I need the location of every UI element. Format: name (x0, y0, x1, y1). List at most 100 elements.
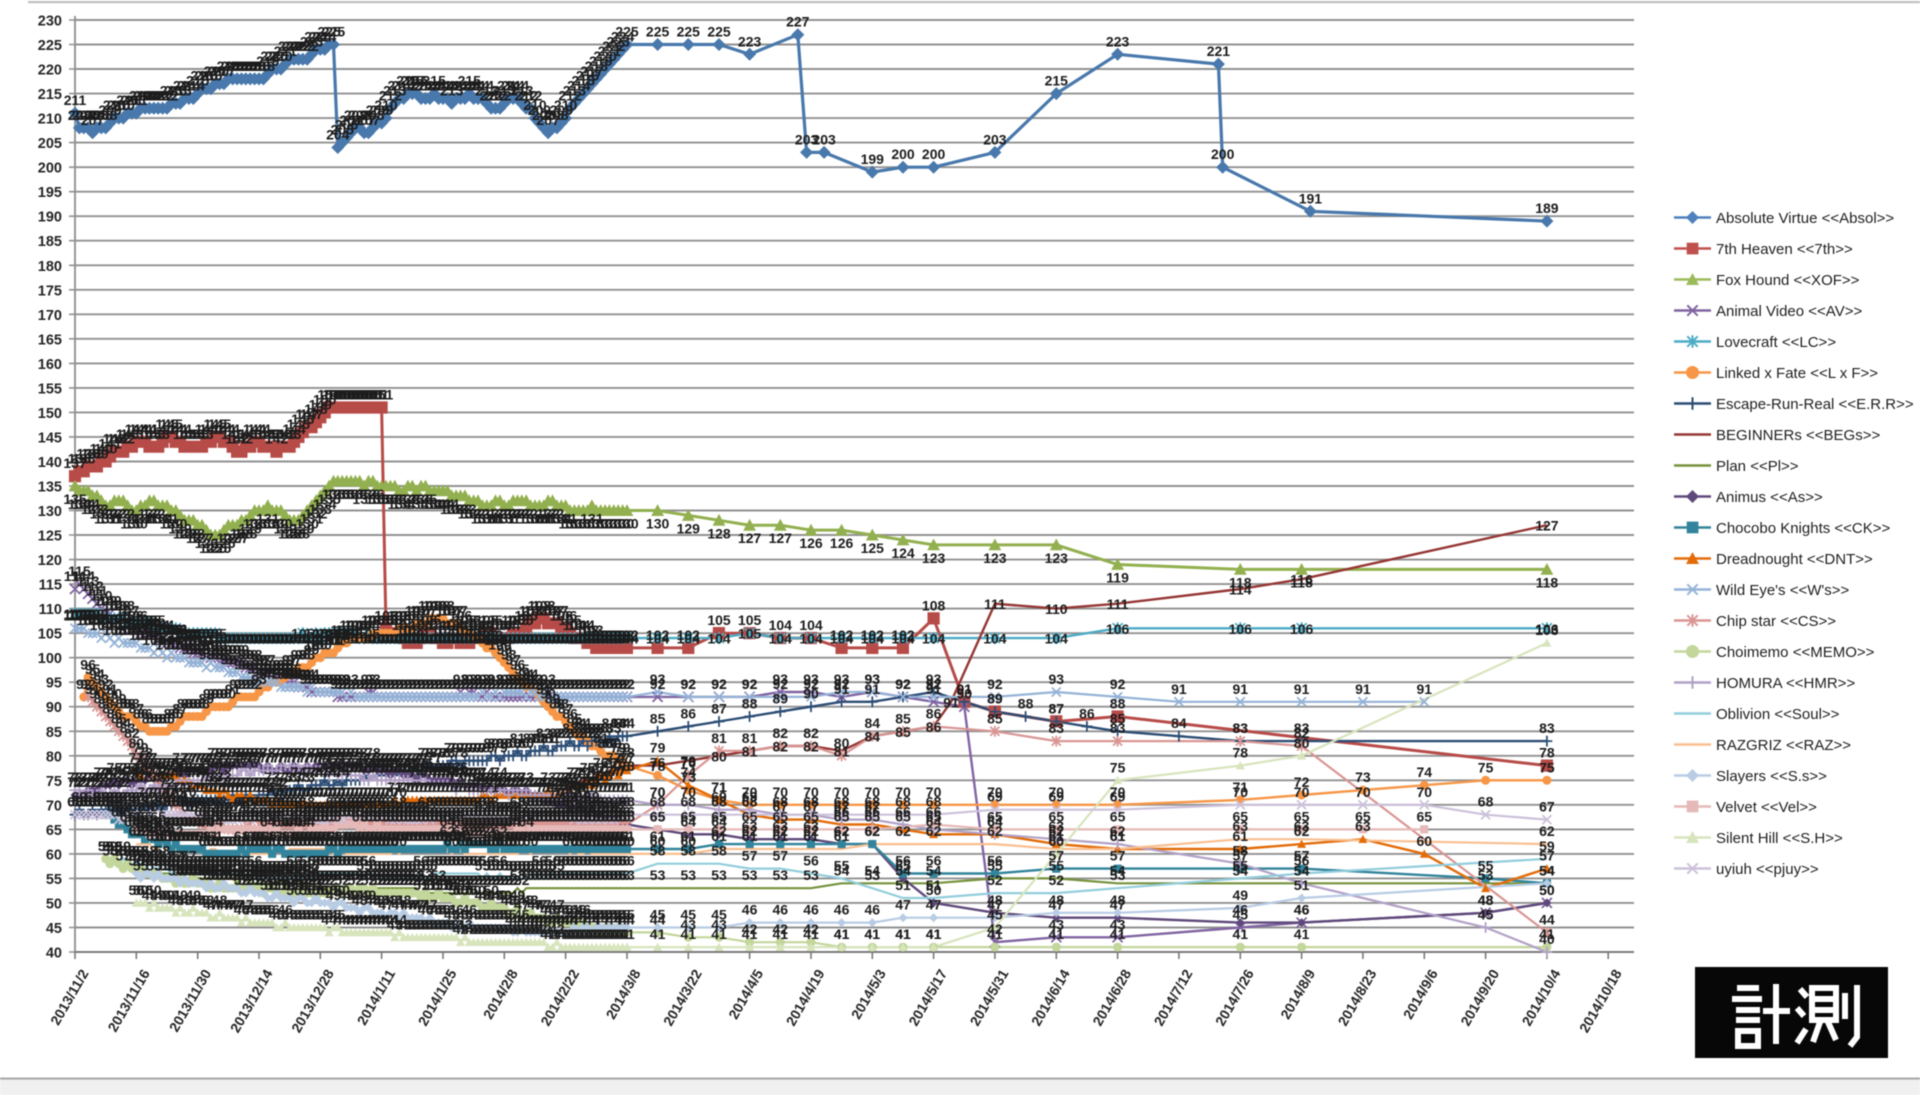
svg-text:104: 104 (488, 617, 512, 633)
svg-text:89: 89 (773, 691, 789, 707)
svg-text:103: 103 (458, 622, 482, 638)
svg-text:208: 208 (348, 107, 372, 123)
svg-text:Velvet <<Vel>>: Velvet <<Vel>> (1716, 799, 1817, 816)
svg-text:65: 65 (773, 808, 789, 824)
svg-text:70: 70 (1417, 784, 1433, 800)
svg-text:218: 218 (230, 58, 254, 74)
svg-text:138: 138 (68, 450, 92, 466)
svg-text:105: 105 (480, 612, 504, 628)
svg-text:146: 146 (291, 411, 315, 427)
svg-text:207: 207 (352, 112, 376, 128)
svg-text:225: 225 (317, 24, 341, 40)
svg-text:41: 41 (711, 926, 727, 942)
svg-text:212: 212 (379, 87, 403, 103)
svg-text:85: 85 (46, 725, 62, 741)
svg-text:208: 208 (94, 107, 118, 123)
svg-text:65: 65 (1233, 808, 1249, 824)
svg-text:103: 103 (576, 622, 600, 638)
svg-text:95: 95 (46, 676, 62, 692)
svg-text:51: 51 (926, 877, 942, 893)
svg-text:48: 48 (1110, 892, 1126, 908)
svg-text:54: 54 (1539, 862, 1555, 878)
svg-text:50: 50 (1539, 882, 1555, 898)
svg-text:133: 133 (81, 501, 105, 517)
svg-text:225: 225 (677, 24, 701, 40)
svg-text:104: 104 (466, 617, 490, 633)
svg-text:70: 70 (1355, 784, 1371, 800)
svg-text:102: 102 (598, 627, 622, 643)
svg-text:208: 208 (532, 107, 556, 123)
svg-text:225: 225 (646, 24, 670, 40)
svg-text:151: 151 (322, 387, 346, 403)
svg-text:76: 76 (681, 754, 697, 770)
svg-text:203: 203 (812, 131, 836, 147)
svg-text:104: 104 (497, 617, 521, 633)
svg-text:61: 61 (711, 828, 727, 844)
svg-text:92: 92 (742, 676, 758, 692)
svg-text:144: 144 (151, 421, 175, 437)
svg-text:41: 41 (895, 926, 911, 942)
svg-text:139: 139 (85, 445, 109, 461)
svg-text:70: 70 (1294, 784, 1310, 800)
svg-text:91: 91 (1171, 681, 1187, 697)
svg-text:215: 215 (38, 87, 62, 103)
svg-text:103: 103 (436, 622, 460, 638)
svg-text:131: 131 (94, 511, 118, 527)
svg-text:87: 87 (711, 701, 727, 717)
svg-text:213: 213 (440, 82, 464, 98)
svg-text:148: 148 (304, 401, 328, 417)
svg-text:208: 208 (541, 107, 565, 123)
svg-text:BEGINNERs <<BEGs>>: BEGINNERs <<BEGs>> (1716, 427, 1880, 444)
svg-text:40: 40 (1539, 931, 1555, 947)
svg-text:65: 65 (46, 823, 62, 839)
svg-text:143: 143 (186, 426, 210, 442)
svg-text:41: 41 (619, 926, 635, 942)
svg-text:130: 130 (120, 516, 144, 532)
svg-text:104: 104 (799, 617, 823, 633)
svg-text:145: 145 (287, 416, 311, 432)
svg-text:41: 41 (773, 926, 789, 942)
svg-text:105: 105 (506, 612, 530, 628)
svg-text:68: 68 (926, 794, 942, 810)
svg-text:75: 75 (46, 774, 62, 790)
svg-text:222: 222 (291, 38, 315, 54)
svg-text:222: 222 (278, 38, 302, 54)
svg-text:143: 143 (182, 426, 206, 442)
svg-text:214: 214 (431, 78, 455, 94)
svg-text:102: 102 (593, 627, 617, 643)
svg-text:Wild Eye's <<W's>>: Wild Eye's <<W's>> (1716, 582, 1850, 599)
svg-text:218: 218 (239, 58, 263, 74)
svg-text:103: 103 (401, 622, 425, 638)
svg-text:91: 91 (1294, 681, 1310, 697)
svg-text:100: 100 (38, 651, 62, 667)
svg-text:68: 68 (711, 794, 727, 810)
svg-text:57: 57 (773, 848, 789, 864)
svg-text:83: 83 (1539, 720, 1555, 736)
svg-text:103: 103 (580, 622, 604, 638)
svg-text:105: 105 (379, 612, 403, 628)
svg-text:149: 149 (309, 396, 333, 412)
svg-text:222: 222 (287, 38, 311, 54)
svg-text:91: 91 (1233, 681, 1249, 697)
svg-text:134: 134 (68, 496, 92, 512)
svg-text:41: 41 (865, 926, 881, 942)
svg-text:143: 143 (142, 426, 166, 442)
svg-text:214: 214 (471, 78, 495, 94)
svg-text:61: 61 (1110, 828, 1126, 844)
svg-text:143: 143 (138, 426, 162, 442)
svg-text:218: 218 (217, 58, 241, 74)
svg-text:104: 104 (484, 617, 508, 633)
svg-text:56: 56 (619, 853, 635, 869)
svg-text:200: 200 (38, 161, 62, 177)
svg-text:92: 92 (803, 676, 819, 692)
svg-text:214: 214 (409, 78, 433, 94)
svg-text:225: 225 (707, 24, 731, 40)
svg-text:45: 45 (46, 921, 62, 937)
svg-text:213: 213 (383, 82, 407, 98)
svg-text:185: 185 (38, 234, 62, 250)
svg-text:135: 135 (38, 480, 62, 496)
svg-text:106: 106 (554, 607, 578, 623)
svg-text:212: 212 (147, 87, 171, 103)
svg-text:57: 57 (742, 848, 758, 864)
svg-text:69: 69 (987, 789, 1003, 805)
